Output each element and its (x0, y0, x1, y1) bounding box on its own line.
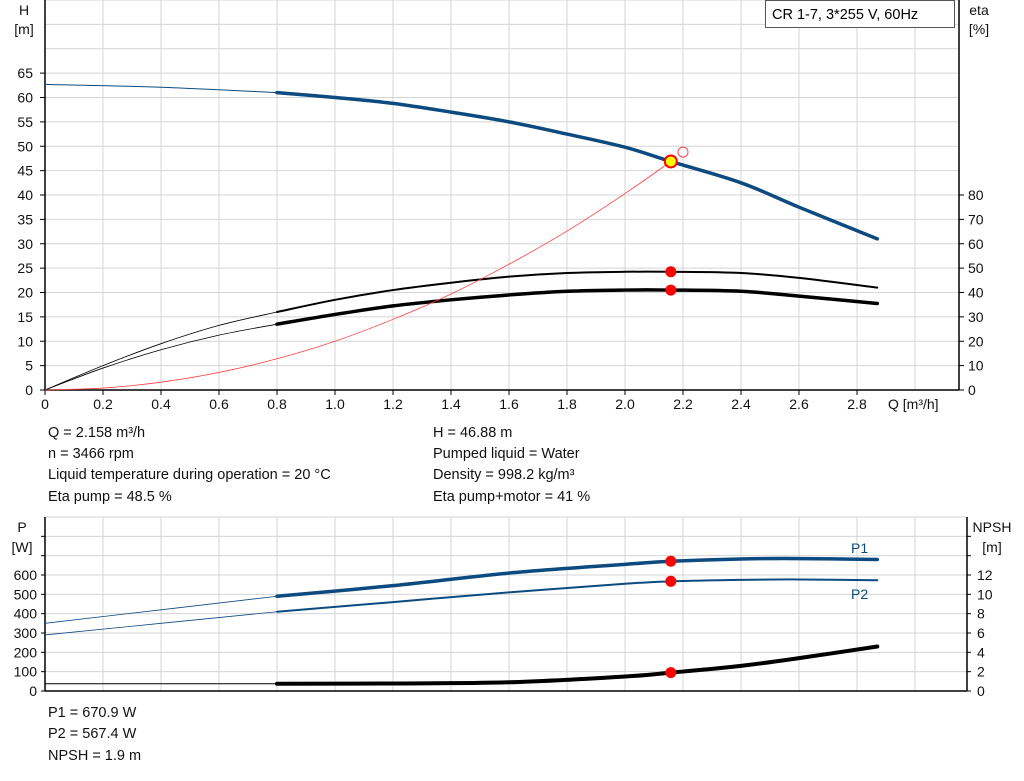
y-right-tick-label: 60 (968, 236, 984, 252)
p-tick-label: 600 (14, 567, 38, 583)
eta-total-curve-thin (44, 323, 278, 391)
eta-pump-curve (276, 270, 879, 313)
x-axis-label: Q [m³/h] (888, 396, 939, 412)
p1-curve (275, 556, 880, 599)
y-right-tick-label: 50 (968, 260, 984, 276)
x-tick-label: 2.0 (615, 396, 635, 412)
x-tick-label: 1.4 (441, 396, 461, 412)
npsh-tick-label: 0 (977, 683, 985, 699)
p-axis-label: P (17, 519, 26, 535)
info-temp: Liquid temperature during operation = 20… (48, 467, 331, 483)
y-right-axis-unit: [%] (969, 21, 989, 37)
npsh-tick-label: 12 (977, 567, 993, 583)
y-right-tick-label: 30 (968, 309, 984, 325)
y-right-tick-label: 20 (968, 333, 984, 349)
y-left-tick-label: 50 (17, 138, 33, 154)
y-right-axis-label: eta (969, 2, 989, 18)
x-tick-label: 1.6 (499, 396, 519, 412)
y-right-tick-label: 0 (968, 382, 976, 398)
x-tick-label: 0.2 (93, 396, 113, 412)
x-tick-label: 0.4 (151, 396, 171, 412)
info-density: Density = 998.2 kg/m³ (433, 467, 575, 483)
y-left-tick-label: 5 (25, 358, 33, 374)
npsh-tick-label: 4 (977, 644, 985, 660)
duty-point-head-marker (663, 154, 678, 169)
info-eta-pump: Eta pump = 48.5 % (48, 489, 172, 505)
p2-series-label: P2 (851, 586, 868, 602)
p-tick-label: 0 (29, 683, 37, 699)
p-tick-label: 300 (14, 625, 38, 641)
npsh-tick-label: 8 (977, 606, 985, 622)
npsh-axis-label: NPSH (973, 519, 1012, 535)
duty-point-eta-pump-marker (665, 266, 677, 278)
duty-point-eta-total-marker (665, 284, 677, 296)
x-tick-label: 1.0 (325, 396, 345, 412)
p-tick-label: 400 (14, 606, 38, 622)
x-tick-label: 0 (41, 396, 49, 412)
npsh-curve (275, 644, 880, 686)
y-left-tick-label: 45 (17, 163, 33, 179)
head-curve (275, 90, 880, 241)
y-left-tick-label: 0 (25, 382, 33, 398)
y-left-tick-label: 15 (17, 309, 33, 325)
p-axis-unit: [W] (12, 539, 33, 555)
info-p1: P1 = 670.9 W (48, 705, 137, 721)
y-right-tick-label: 40 (968, 285, 984, 301)
duty-point-npsh-marker (665, 667, 677, 679)
x-tick-label: 2.6 (789, 396, 809, 412)
x-tick-label: 2.2 (673, 396, 693, 412)
p1-curve-thin (44, 595, 278, 624)
y-left-tick-label: 30 (17, 236, 33, 252)
p2-curve-thin (44, 611, 278, 636)
info-n: n = 3466 rpm (48, 446, 134, 462)
x-tick-label: 1.8 (557, 396, 577, 412)
eta-total-curve (275, 288, 880, 326)
head-curve-thin (44, 83, 278, 94)
info-p2: P2 = 567.4 W (48, 726, 137, 742)
y-right-tick-label: 80 (968, 187, 984, 203)
y-left-tick-label: 65 (17, 65, 33, 81)
npsh-axis-unit: [m] (982, 539, 1001, 555)
info-q: Q = 2.158 m³/h (48, 425, 146, 441)
y-left-tick-label: 35 (17, 211, 33, 227)
p2-curve (276, 578, 879, 613)
x-tick-label: 1.2 (383, 396, 403, 412)
info-h: H = 46.88 m (433, 425, 513, 441)
x-tick-label: 0.6 (209, 396, 229, 412)
info-liquid: Pumped liquid = Water (433, 446, 580, 462)
y-left-tick-label: 10 (17, 333, 33, 349)
p-tick-label: 200 (14, 644, 38, 660)
y-left-tick-label: 55 (17, 114, 33, 130)
info-eta-total: Eta pump+motor = 41 % (433, 489, 591, 505)
x-tick-label: 2.4 (731, 396, 751, 412)
p-tick-label: 500 (14, 586, 38, 602)
p-tick-label: 100 (14, 664, 38, 680)
x-tick-label: 0.8 (267, 396, 287, 412)
p1-series-label: P1 (851, 540, 868, 556)
duty-point-p2-marker (665, 575, 677, 587)
eta-pump-curve-thin (44, 311, 278, 391)
pump-title-box: CR 1-7, 3*255 V, 60Hz (765, 0, 955, 28)
duty-point-p1-marker (665, 555, 677, 567)
y-left-tick-label: 25 (17, 260, 33, 276)
y-left-tick-label: 60 (17, 90, 33, 106)
x-tick-label: 2.8 (847, 396, 867, 412)
y-left-axis-label: H (19, 2, 29, 18)
y-left-axis-unit: [m] (14, 21, 33, 37)
y-right-tick-label: 70 (968, 211, 984, 227)
y-left-tick-label: 20 (17, 285, 33, 301)
system-curve (44, 161, 672, 391)
npsh-tick-label: 2 (977, 664, 985, 680)
requested-point-marker (677, 146, 689, 158)
y-left-tick-label: 40 (17, 187, 33, 203)
npsh-tick-label: 10 (977, 586, 993, 602)
npsh-tick-label: 6 (977, 625, 985, 641)
info-npsh: NPSH = 1.9 m (48, 748, 142, 764)
y-right-tick-label: 10 (968, 358, 984, 374)
